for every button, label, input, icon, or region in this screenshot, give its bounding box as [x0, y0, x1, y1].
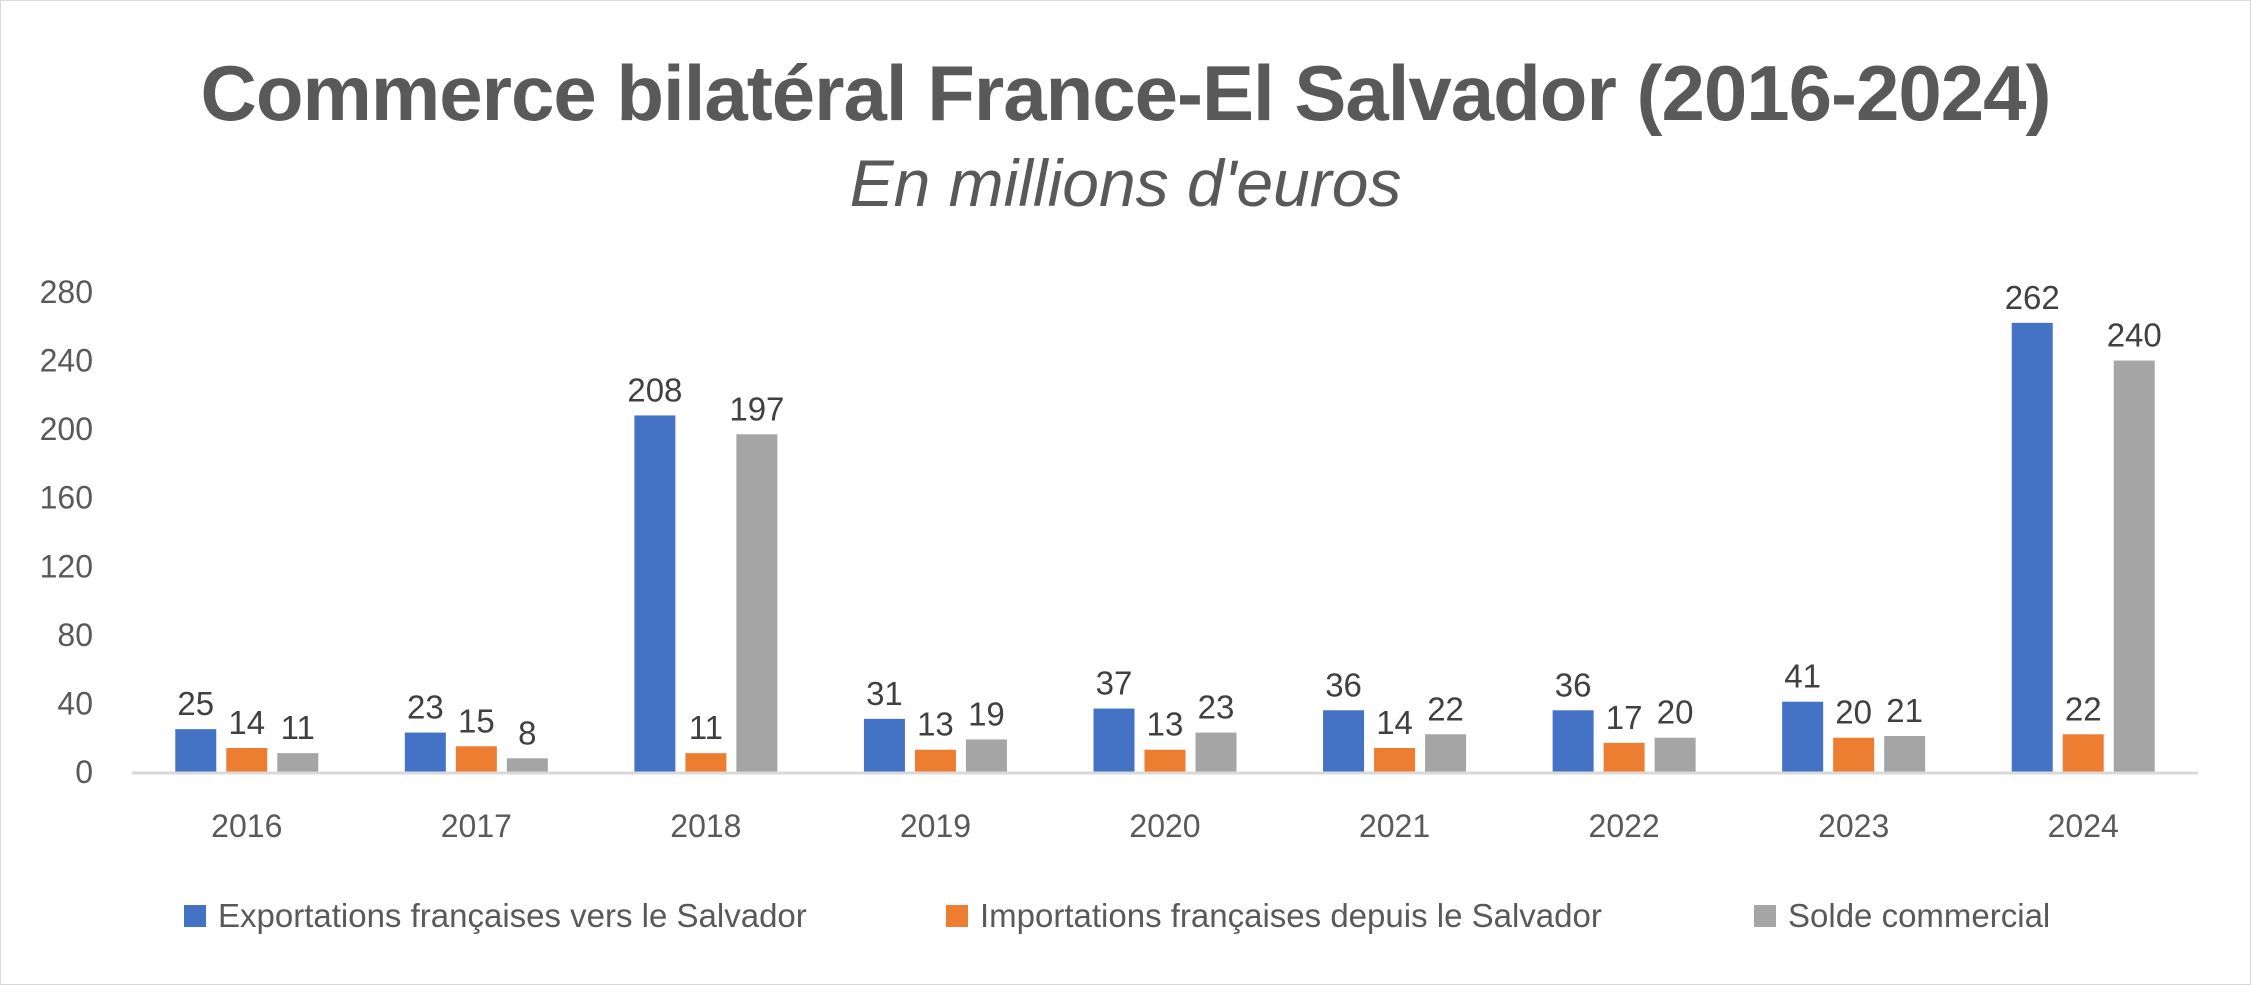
bar-2024-series-2 — [2113, 360, 2155, 772]
data-label: 36 — [1555, 666, 1592, 703]
y-tick-label: 200 — [40, 411, 93, 447]
data-label: 208 — [627, 371, 682, 408]
bar-2022-series-2 — [1654, 737, 1696, 772]
legend: Exportations françaises vers le Salvador… — [0, 893, 2251, 939]
bar-2021-series-2 — [1425, 734, 1467, 772]
x-tick-label: 2019 — [900, 808, 971, 844]
bars-layer — [175, 322, 2155, 772]
bar-2019-series-0 — [863, 718, 905, 772]
legend-label-imports: Importations françaises depuis le Salvad… — [980, 897, 1602, 934]
legend-swatch-imports — [946, 905, 968, 927]
data-label: 23 — [407, 689, 444, 726]
bar-2018-series-1 — [685, 753, 727, 772]
y-tick-label: 120 — [40, 548, 93, 584]
legend-label-exports: Exportations françaises vers le Salvador — [218, 897, 807, 934]
data-labels-layer: 25 14 11 23 15 8 208 11 197 31 13 19 37 13 23 36 14 22 36 1… — [177, 279, 2161, 751]
data-label: 37 — [1096, 665, 1133, 702]
bar-2017-series-1 — [455, 746, 497, 772]
data-label: 14 — [1376, 704, 1413, 741]
x-axis: 2016 2017 2018 2019 2020 2021 2022 2023 2024 — [211, 808, 2119, 844]
data-label: 19 — [968, 695, 1005, 732]
bar-2022-series-0 — [1552, 710, 1594, 772]
bar-2017-series-0 — [404, 732, 446, 772]
legend-item-imports: Importations françaises depuis le Salvad… — [946, 893, 1602, 939]
data-label: 13 — [917, 706, 954, 743]
bar-2020-series-0 — [1093, 708, 1135, 772]
legend-item-exports: Exportations françaises vers le Salvador — [184, 893, 807, 939]
bar-2022-series-1 — [1603, 742, 1645, 772]
data-label: 31 — [866, 675, 903, 712]
chart-title: Commerce bilatéral France-El Salvador (2… — [200, 49, 2052, 137]
y-axis: 0 40 80 120 160 200 240 280 — [40, 274, 93, 790]
data-label: 25 — [177, 685, 214, 722]
x-tick-label: 2021 — [1359, 808, 1430, 844]
data-label: 13 — [1147, 706, 1184, 743]
x-tick-label: 2023 — [1818, 808, 1889, 844]
data-label: 240 — [2107, 317, 2162, 354]
data-label: 197 — [729, 390, 784, 427]
data-label: 22 — [2065, 690, 2102, 727]
bar-2020-series-2 — [1195, 732, 1237, 772]
data-label: 8 — [518, 714, 536, 751]
chart-subtitle: En millions d'euros — [849, 146, 1402, 220]
data-label: 41 — [1784, 658, 1821, 695]
data-label: 21 — [1886, 692, 1923, 729]
y-tick-label: 160 — [40, 480, 93, 516]
bar-2016-series-0 — [175, 729, 217, 772]
data-label: 11 — [281, 709, 315, 746]
x-tick-label: 2018 — [670, 808, 741, 844]
bar-2023-series-1 — [1833, 737, 1875, 772]
data-label: 262 — [2005, 279, 2060, 316]
bar-2024-series-1 — [2062, 734, 2104, 772]
bar-2018-series-0 — [634, 415, 676, 772]
y-tick-label: 80 — [57, 617, 93, 653]
data-label: 22 — [1427, 690, 1464, 727]
x-tick-label: 2022 — [1589, 808, 1660, 844]
x-tick-label: 2024 — [2048, 808, 2119, 844]
legend-swatch-balance — [1754, 905, 1776, 927]
bar-2024-series-0 — [2011, 322, 2053, 772]
data-label: 20 — [1657, 694, 1694, 731]
bar-2016-series-1 — [226, 748, 268, 772]
bar-2020-series-1 — [1144, 749, 1186, 772]
bar-2017-series-2 — [506, 758, 548, 772]
legend-label-balance: Solde commercial — [1788, 897, 2051, 934]
bar-2023-series-0 — [1782, 701, 1824, 772]
data-label: 14 — [228, 704, 265, 741]
y-tick-label: 240 — [40, 343, 93, 379]
bar-2018-series-2 — [736, 434, 778, 772]
y-tick-label: 40 — [57, 685, 93, 721]
y-tick-label: 280 — [40, 274, 93, 310]
data-label: 11 — [689, 709, 723, 746]
bar-2019-series-2 — [965, 739, 1007, 772]
bar-2019-series-1 — [914, 749, 956, 772]
data-label: 36 — [1325, 666, 1362, 703]
data-label: 15 — [458, 702, 495, 739]
legend-swatch-exports — [184, 905, 206, 927]
legend-item-balance: Solde commercial — [1754, 893, 2050, 939]
data-label: 17 — [1606, 699, 1643, 736]
x-tick-label: 2016 — [211, 808, 282, 844]
bar-2023-series-2 — [1884, 736, 1926, 772]
bar-2016-series-2 — [277, 753, 319, 772]
data-label: 23 — [1198, 689, 1235, 726]
bar-2021-series-1 — [1374, 748, 1416, 772]
bar-2021-series-0 — [1323, 710, 1365, 772]
y-tick-label: 0 — [75, 754, 93, 790]
data-label: 20 — [1835, 694, 1872, 731]
x-tick-label: 2020 — [1129, 808, 1200, 844]
x-tick-label: 2017 — [441, 808, 512, 844]
